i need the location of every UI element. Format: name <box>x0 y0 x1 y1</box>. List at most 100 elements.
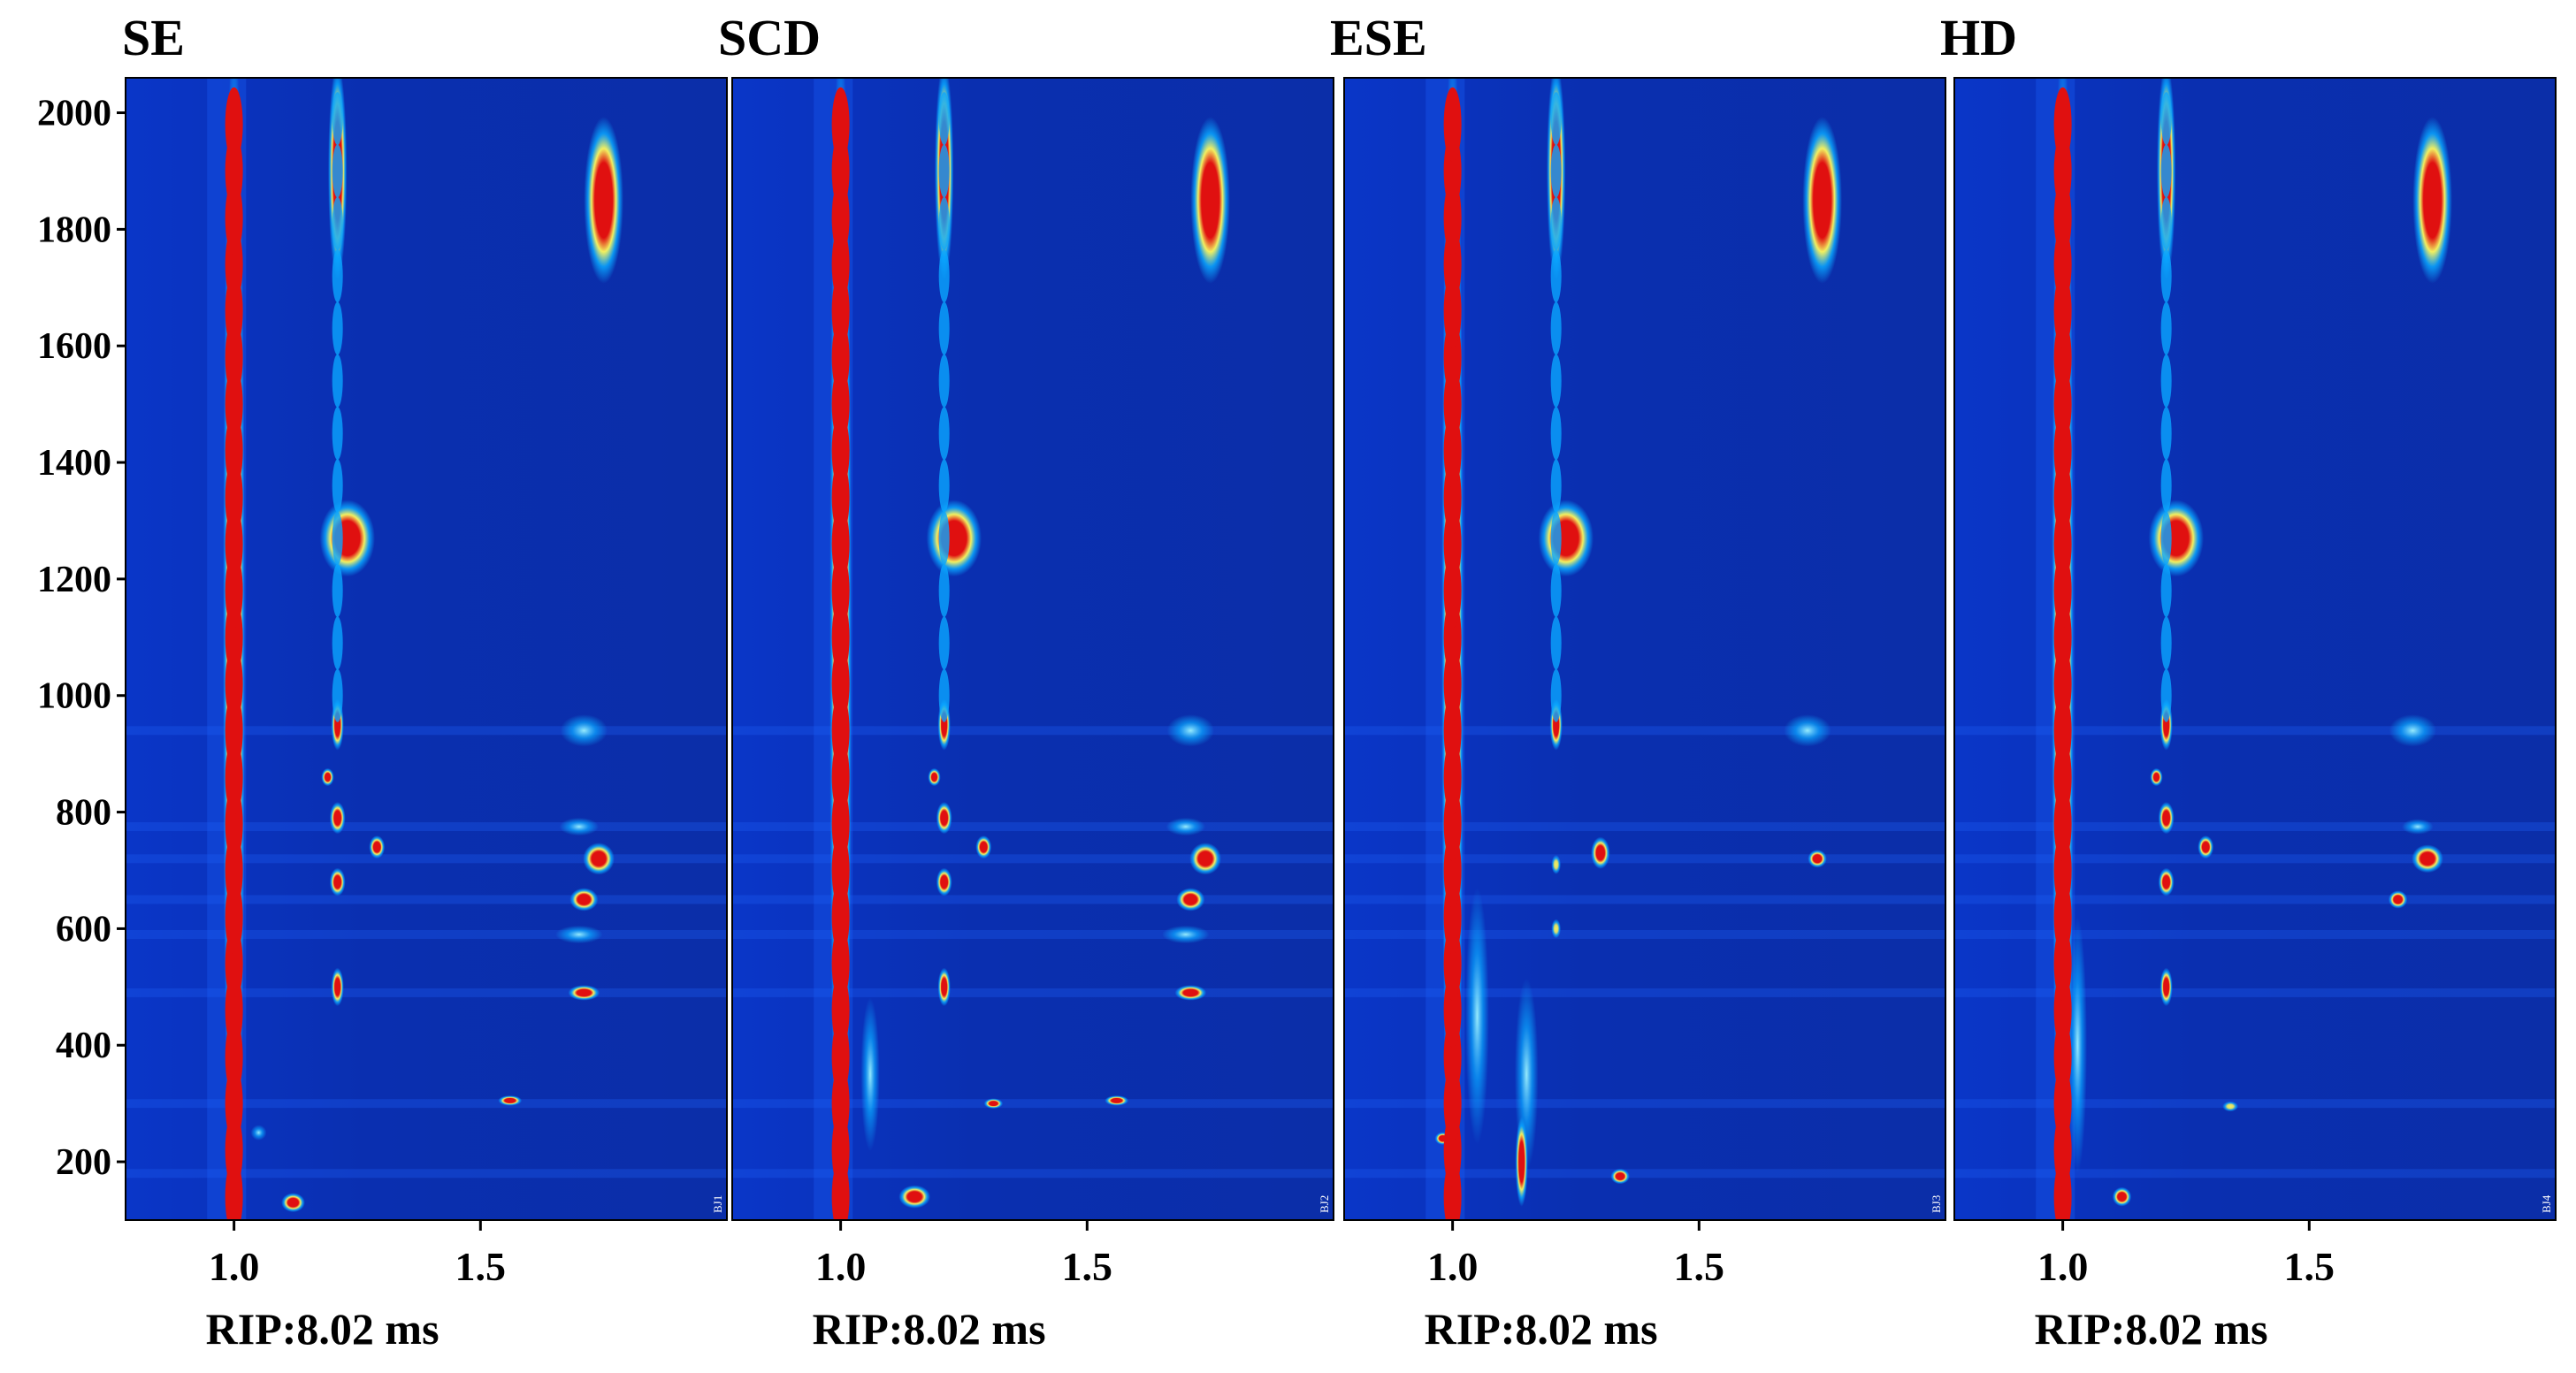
signal-spot <box>2158 867 2175 896</box>
drift-column-segment <box>332 511 343 565</box>
horizontal-band <box>1954 854 2556 864</box>
y-axis: 200 400 600 800 1000 1200 1400 1600 1800 2000 <box>37 94 126 1183</box>
panel-border <box>125 77 728 1221</box>
signal-spot <box>584 117 623 284</box>
x-axis-label: RIP:8.02 ms <box>1425 1304 1658 1354</box>
signal-spot <box>2112 1186 2132 1207</box>
horizontal-band <box>126 988 727 997</box>
signal-spot <box>1174 985 1207 1001</box>
horizontal-band <box>732 1099 1334 1109</box>
drift-column-segment <box>1550 354 1562 408</box>
panel-border <box>1953 77 2557 1221</box>
signal-spot <box>1515 1117 1528 1207</box>
ytick-label: 1800 <box>37 210 111 250</box>
horizontal-band <box>732 988 1334 997</box>
panel-se: SE BJ1 1.0 1.5 RIP:8.02 ms <box>122 9 728 1354</box>
signal-spot <box>369 835 386 859</box>
signal-spot <box>2158 802 2175 835</box>
signal-spot <box>926 500 982 577</box>
panel-title: SCD <box>718 9 821 66</box>
signal-spot <box>2412 844 2443 873</box>
drift-column-segment <box>332 407 343 461</box>
signal-spot <box>281 1193 305 1213</box>
signal-spot <box>1176 888 1205 912</box>
signal-spot <box>898 1185 931 1209</box>
heatmap-plot-area <box>1954 78 2556 1220</box>
ytick-label: 200 <box>56 1142 111 1183</box>
horizontal-band <box>1344 1169 1945 1178</box>
ytick-label: 1200 <box>37 560 111 600</box>
signal-spot <box>329 802 346 835</box>
signal-spot <box>321 767 334 787</box>
ytick-label: 2000 <box>37 94 111 134</box>
signal-spot <box>2402 819 2434 835</box>
signal-spot <box>983 1098 1004 1109</box>
signal-spot <box>1802 117 1842 284</box>
heatmap-plot-area <box>732 78 1334 1220</box>
signal-spot <box>1538 500 1594 577</box>
horizontal-band <box>732 895 1334 904</box>
panels: SE BJ1 1.0 1.5 RIP:8.02 ms SCD BJ2 1.0 1.5 RIP:8.… <box>122 9 2557 1354</box>
signal-spot <box>1784 714 1831 747</box>
horizontal-band <box>1954 1169 2556 1178</box>
xtick-label: 1.0 <box>815 1244 867 1289</box>
signal-spot <box>936 802 952 835</box>
signal-spot <box>2159 967 2173 1007</box>
panel-scd: SCD BJ2 1.0 1.5 RIP:8.02 ms <box>718 9 1334 1354</box>
horizontal-band <box>1954 930 2556 939</box>
drift-column-segment <box>1550 407 1562 461</box>
ytick-label: 400 <box>56 1026 111 1066</box>
horizontal-band <box>1344 822 1945 832</box>
drift-column-segment <box>1550 668 1562 722</box>
signal-spot <box>1551 919 1562 939</box>
drift-column-segment <box>332 196 343 250</box>
xtick-label: 1.5 <box>1062 1244 1113 1289</box>
horizontal-band <box>732 822 1334 832</box>
signal-spot <box>555 925 603 944</box>
signal-spot <box>583 843 615 875</box>
drift-column-segment <box>2160 249 2172 303</box>
horizontal-band <box>732 1169 1334 1178</box>
drift-column-segment <box>332 249 343 303</box>
drift-column-segment <box>1550 511 1562 565</box>
panel-title: HD <box>1940 9 2017 66</box>
panel-title: ESE <box>1330 9 1427 66</box>
signal-spot <box>2412 117 2452 284</box>
drift-column-segment <box>2160 196 2172 250</box>
sample-tag: BJ3 <box>1930 1195 1943 1213</box>
ytick-label: 1400 <box>37 443 111 484</box>
horizontal-band <box>1954 895 2556 904</box>
drift-column-segment <box>332 668 343 722</box>
xtick-label: 1.5 <box>455 1244 507 1289</box>
drift-column-segment <box>2160 407 2172 461</box>
horizontal-band <box>126 822 727 832</box>
signal-spot <box>2068 917 2088 1174</box>
rip-segment <box>225 87 243 162</box>
horizontal-band <box>732 930 1334 939</box>
drift-column-segment <box>1550 249 1562 303</box>
drift-column-segment <box>938 459 950 513</box>
horizontal-band <box>126 854 727 864</box>
x-axis-label: RIP:8.02 ms <box>2035 1304 2268 1354</box>
sample-tag: BJ2 <box>1318 1195 1331 1213</box>
signal-spot <box>559 817 600 836</box>
xtick-label: 1.0 <box>1427 1244 1479 1289</box>
panel-border <box>731 77 1334 1221</box>
drift-column-segment <box>1550 616 1562 670</box>
horizontal-band <box>1954 988 2556 997</box>
horizontal-band <box>1344 854 1945 864</box>
signal-spot <box>1610 1168 1630 1185</box>
signal-spot <box>1465 888 1489 1145</box>
drift-column-segment <box>2160 459 2172 513</box>
signal-spot <box>1591 836 1610 869</box>
xtick-label: 1.0 <box>209 1244 260 1289</box>
horizontal-band <box>1344 988 1945 997</box>
drift-column-segment <box>2160 92 2172 146</box>
sample-tag: BJ4 <box>2540 1194 2553 1213</box>
horizontal-band <box>126 1099 727 1109</box>
horizontal-band <box>1954 726 2556 736</box>
ytick-label: 600 <box>56 909 111 950</box>
signal-spot <box>2388 890 2408 909</box>
drift-column-segment <box>938 564 950 618</box>
drift-column-segment <box>332 92 343 146</box>
